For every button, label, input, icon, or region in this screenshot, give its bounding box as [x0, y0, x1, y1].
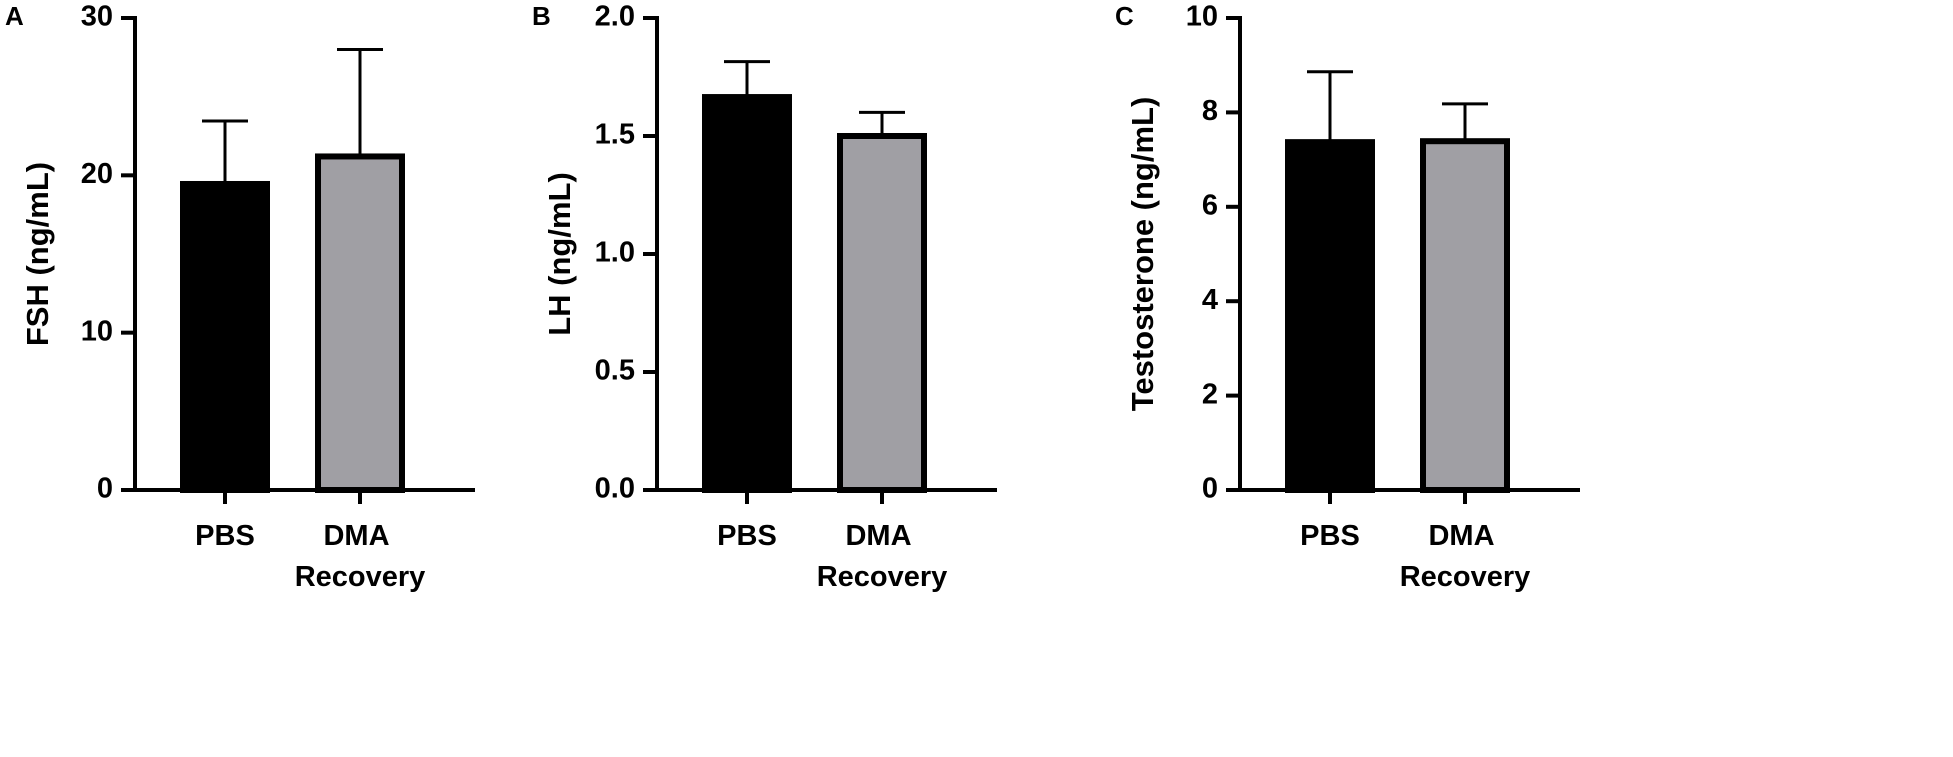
- y-tick-label: 1.5: [595, 119, 635, 151]
- x-tick-label: DMA Recovery: [1400, 520, 1531, 593]
- y-tick-label: 0.0: [595, 473, 635, 505]
- y-axis-label: FSH (ng/mL): [20, 162, 55, 346]
- y-tick-label: 20: [81, 158, 113, 190]
- panel-label: A: [5, 1, 24, 31]
- panel-label: B: [532, 1, 551, 31]
- y-axis-label: Testosterone (ng/mL): [1125, 97, 1160, 412]
- x-tick-label: DMA Recovery: [817, 520, 948, 593]
- y-tick-label: 8: [1202, 95, 1218, 127]
- y-tick-label: 4: [1202, 284, 1218, 316]
- y-tick-label: 30: [81, 1, 113, 33]
- y-tick-label: 0.5: [595, 355, 635, 387]
- x-tick-label: PBS: [195, 520, 255, 552]
- y-tick-label: 6: [1202, 189, 1218, 221]
- y-tick-label: 10: [81, 315, 113, 347]
- x-tick-label: PBS: [1300, 520, 1360, 552]
- y-tick-label: 10: [1186, 1, 1218, 33]
- x-tick-label: PBS: [717, 520, 777, 552]
- y-tick-label: 1.0: [595, 237, 635, 269]
- bar: [1420, 138, 1510, 494]
- bar: [315, 153, 405, 493]
- panel-label: C: [1115, 1, 1134, 31]
- y-axis-label: LH (ng/mL): [542, 172, 577, 336]
- y-tick-label: 0: [1202, 473, 1218, 505]
- y-tick-label: 2: [1202, 378, 1218, 410]
- y-tick-label: 2.0: [595, 1, 635, 33]
- x-tick-label: DMA Recovery: [295, 520, 426, 593]
- bar: [1285, 139, 1375, 494]
- bar: [837, 133, 927, 493]
- bar: [180, 180, 270, 493]
- y-tick-label: 0: [97, 473, 113, 505]
- bar: [702, 94, 792, 493]
